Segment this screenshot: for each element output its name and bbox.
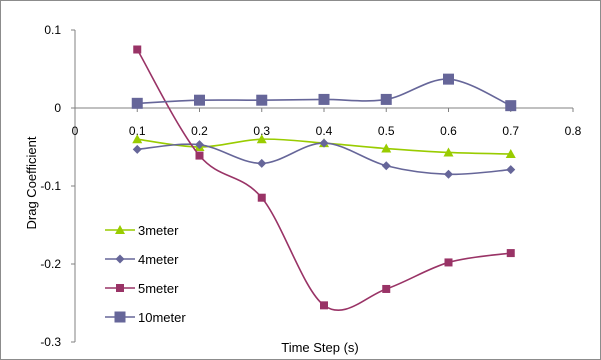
- series-4meter: [132, 138, 516, 179]
- data-point-10meter: [380, 93, 392, 105]
- x-tick-label: 0.1: [129, 124, 146, 138]
- y-tick-label: 0: [54, 101, 61, 115]
- x-tick-label: 0: [72, 124, 79, 138]
- legend-item-10meter: 10meter: [105, 310, 186, 325]
- legend-marker-3meter: [115, 225, 125, 234]
- data-point-10meter: [443, 73, 454, 85]
- data-point-10meter: [131, 97, 143, 109]
- data-point-5meter: [133, 45, 142, 54]
- legend-label-3meter: 3meter: [138, 223, 179, 238]
- legend: 3meter 4meter 5meter 10meter: [105, 223, 186, 325]
- data-point-3meter: [381, 143, 392, 153]
- data-point-10meter: [256, 94, 268, 106]
- legend-marker-10meter: [114, 311, 126, 323]
- x-tick-label: 0.2: [191, 124, 208, 138]
- series-line-5meter: [136, 49, 511, 312]
- data-point-5meter: [320, 301, 328, 310]
- y-tick-label: -0.1: [40, 179, 61, 193]
- legend-label-10meter: 10meter: [138, 310, 186, 325]
- y-tick-label: -0.3: [40, 335, 61, 349]
- data-point-10meter: [318, 93, 330, 105]
- data-point-3meter: [443, 147, 454, 157]
- x-tick-label: 0.8: [565, 124, 582, 138]
- legend-label-4meter: 4meter: [138, 252, 179, 267]
- data-point-4meter: [132, 144, 142, 154]
- legend-item-3meter: 3meter: [105, 223, 179, 238]
- data-point-3meter: [132, 134, 143, 144]
- data-point-3meter: [505, 149, 516, 159]
- series-5meter: [133, 45, 515, 312]
- y-tick-label: 0.1: [44, 23, 61, 37]
- legend-item-4meter: 4meter: [105, 252, 179, 267]
- data-point-5meter: [506, 249, 515, 258]
- legend-marker-4meter: [115, 254, 125, 264]
- x-tick-label: 0.7: [502, 124, 519, 138]
- axes: 0.1 0 -0.1 -0.2 -0.3 0 0.1 0.2 0.3 0.4 0.5 0.6 0.7 0.…: [40, 23, 581, 349]
- legend-label-5meter: 5meter: [138, 281, 179, 296]
- data-point-3meter: [256, 134, 267, 144]
- data-point-10meter: [194, 94, 205, 106]
- data-point-4meter: [257, 158, 267, 168]
- x-tick-label: 0.5: [378, 124, 395, 138]
- series-10meter: [131, 73, 517, 112]
- data-point-4meter: [506, 165, 516, 175]
- x-axis-title: Time Step (s): [281, 340, 359, 355]
- x-tick-label: 0.3: [253, 124, 270, 138]
- data-point-5meter: [257, 193, 266, 202]
- data-point-4meter: [381, 161, 391, 171]
- data-point-10meter: [505, 100, 517, 112]
- x-tick-label: 0.6: [440, 124, 457, 138]
- data-point-5meter: [444, 258, 453, 267]
- y-axis-title: Drag Coefficient: [24, 136, 39, 229]
- data-point-5meter: [195, 151, 204, 160]
- legend-marker-5meter: [116, 284, 124, 292]
- y-tick-label: -0.2: [40, 257, 61, 271]
- x-tick-label: 0.4: [316, 124, 333, 138]
- data-point-4meter: [319, 138, 329, 148]
- legend-item-5meter: 5meter: [105, 281, 179, 296]
- data-point-4meter: [195, 140, 204, 150]
- data-point-5meter: [382, 284, 391, 293]
- data-point-4meter: [444, 169, 453, 179]
- series-layer: [131, 45, 517, 312]
